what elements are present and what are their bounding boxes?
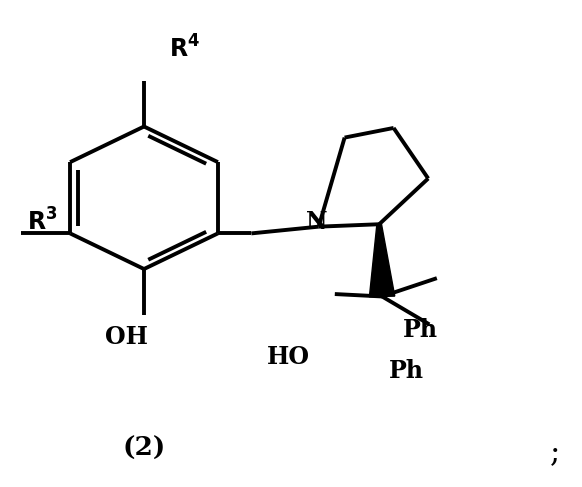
Text: $\mathbf{R^3}$: $\mathbf{R^3}$ [27, 208, 57, 235]
Text: OH: OH [105, 325, 148, 349]
Text: HO: HO [267, 345, 310, 369]
Text: $\mathbf{R^4}$: $\mathbf{R^4}$ [169, 35, 200, 62]
Text: ;: ; [550, 437, 560, 468]
Text: Ph: Ph [389, 359, 424, 383]
Text: Ph: Ph [403, 318, 438, 342]
Text: (2): (2) [122, 435, 166, 461]
Polygon shape [370, 224, 395, 297]
Text: N: N [306, 210, 328, 234]
